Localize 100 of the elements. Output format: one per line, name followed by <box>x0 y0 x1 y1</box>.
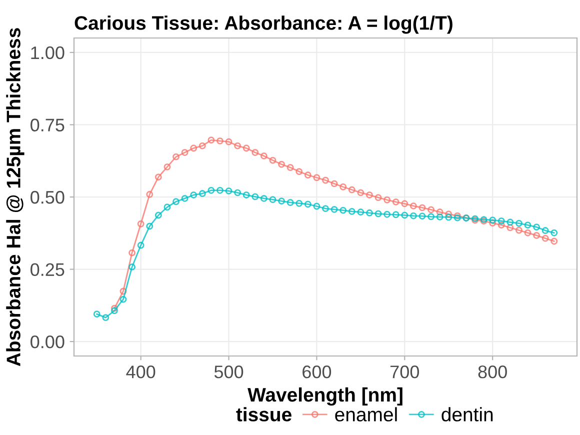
point <box>128 263 136 270</box>
point <box>120 296 127 303</box>
point <box>542 234 549 242</box>
point <box>269 156 276 164</box>
point <box>418 212 426 220</box>
point <box>392 211 400 218</box>
point <box>533 224 540 231</box>
point <box>164 163 171 170</box>
point <box>181 149 188 156</box>
point <box>445 214 452 221</box>
point <box>304 200 312 208</box>
point <box>524 222 532 229</box>
point <box>286 164 294 171</box>
point <box>278 198 286 205</box>
point <box>172 198 180 206</box>
point <box>234 142 242 150</box>
point <box>137 220 144 228</box>
point <box>260 152 268 160</box>
point <box>225 138 232 146</box>
point <box>506 218 514 226</box>
point <box>225 187 232 194</box>
point <box>348 186 356 194</box>
point <box>190 144 198 152</box>
point <box>110 304 118 312</box>
legend-label: enamel <box>335 407 397 422</box>
point <box>533 232 540 239</box>
point <box>489 220 496 226</box>
x-tick-label: 400 <box>126 366 156 378</box>
chart-title: Carious Tissue: Absorbance: A = log(1/T) <box>74 16 452 34</box>
point <box>190 192 198 198</box>
point <box>172 153 180 160</box>
point <box>401 200 408 208</box>
x-tick-label: 500 <box>214 366 244 378</box>
point <box>252 149 259 156</box>
point <box>366 192 373 198</box>
y-axis-title: Absorbance Hal @ 125µm Thickness <box>6 28 24 366</box>
point <box>524 229 532 236</box>
y-tick-label: 0.75 <box>30 118 64 132</box>
point <box>313 202 320 210</box>
point <box>384 196 391 204</box>
point <box>550 229 558 236</box>
point <box>146 222 154 230</box>
point <box>252 193 259 200</box>
point <box>330 206 338 213</box>
point <box>234 189 242 196</box>
point <box>93 310 100 318</box>
point <box>374 194 382 202</box>
point <box>102 314 110 322</box>
y-tick-label: 0.00 <box>30 335 64 348</box>
point <box>296 168 303 176</box>
legend-label: dentin <box>442 407 493 422</box>
point <box>515 226 522 234</box>
y-tick-label: 0.50 <box>30 190 64 204</box>
point <box>550 238 558 245</box>
point <box>436 213 444 220</box>
point <box>164 204 171 211</box>
point <box>216 186 224 194</box>
point <box>340 206 347 214</box>
point <box>154 174 162 181</box>
point <box>340 183 347 190</box>
point <box>436 208 444 216</box>
point <box>269 196 276 204</box>
point <box>410 202 417 210</box>
point <box>120 288 127 295</box>
point <box>128 249 136 256</box>
point <box>418 204 426 212</box>
point <box>384 210 391 218</box>
y-tick-label: 1.00 <box>31 46 64 60</box>
point <box>146 190 154 198</box>
point <box>392 198 400 206</box>
point <box>296 200 303 207</box>
point <box>428 213 434 220</box>
point <box>322 205 329 212</box>
point <box>286 199 294 206</box>
legend-title: tissue <box>236 407 292 422</box>
point <box>304 172 312 178</box>
point <box>506 224 514 232</box>
point <box>489 216 496 224</box>
point <box>110 307 118 314</box>
x-axis-title: Wavelength [nm] <box>248 387 402 406</box>
point <box>208 186 215 194</box>
point <box>181 194 188 202</box>
point <box>208 136 215 144</box>
point <box>515 220 522 227</box>
point <box>366 209 373 216</box>
point <box>428 206 434 214</box>
point <box>348 208 356 215</box>
point <box>357 189 364 196</box>
point <box>357 208 364 216</box>
point <box>278 160 286 168</box>
point <box>198 190 206 198</box>
point <box>374 210 382 218</box>
x-tick-label: 600 <box>302 366 332 378</box>
point <box>542 227 549 234</box>
point <box>242 192 250 198</box>
point <box>410 212 417 220</box>
point <box>330 180 338 188</box>
point <box>154 212 162 219</box>
x-tick-label: 700 <box>390 366 419 378</box>
point <box>322 176 329 184</box>
